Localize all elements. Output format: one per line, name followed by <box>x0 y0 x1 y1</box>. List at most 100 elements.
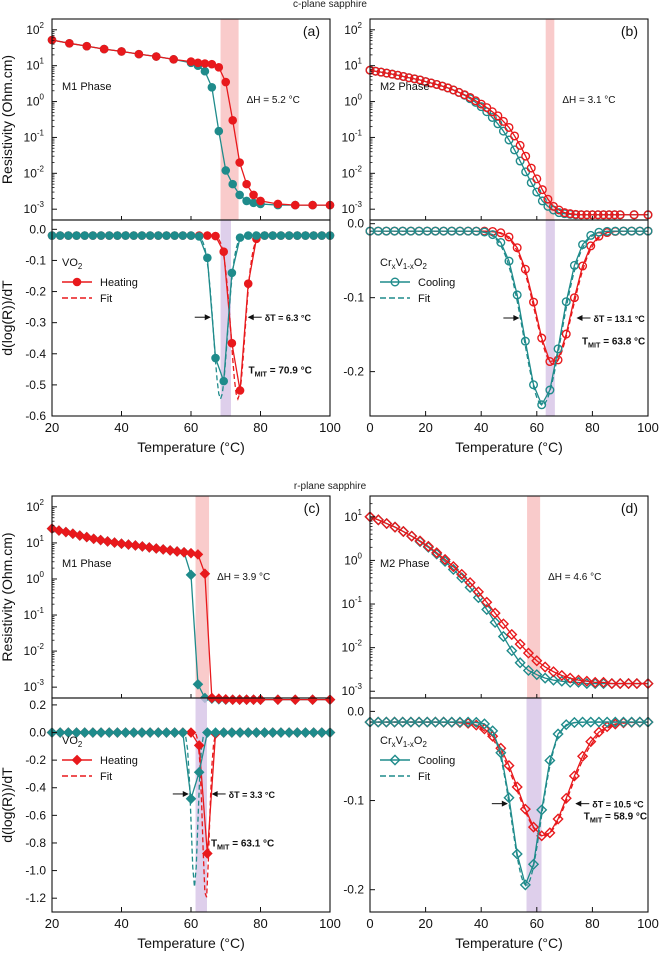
point-heating-b-26 <box>510 131 520 141</box>
material-label-b-part-1: x <box>392 262 396 271</box>
material-label-d-part-0: Cr <box>380 735 392 747</box>
ytick-label-top-c-4-exp: 1 <box>40 534 45 543</box>
ylabel-bottom-a: d(log(R))/dT <box>0 280 15 356</box>
panel-label-c: (c) <box>304 500 320 516</box>
deriv-point-cooling-c-23 <box>234 727 246 738</box>
ytick-label-top-a-2-exp: -1 <box>37 128 45 137</box>
deriv-point-heating-a-22 <box>227 338 237 348</box>
ytick-label-top-a-5-base: 10 <box>26 23 40 37</box>
point-heating-c-10 <box>116 538 127 550</box>
deriv-point-cooling-c-28 <box>275 727 287 738</box>
point-heating-b-36 <box>565 209 575 219</box>
point-cooling-a-13 <box>221 166 231 175</box>
point-heating-c-24 <box>213 693 225 704</box>
deriv-point-cooling-d-20 <box>527 858 540 870</box>
xtick-label-a-0: 20 <box>45 420 59 435</box>
ytick-label-bottom-b-2: -0.2 <box>343 365 364 379</box>
deriv-point-cooling-a-27 <box>268 231 278 240</box>
tmit-annotation-b: TMIT = 63.8 °C <box>582 336 645 349</box>
ytick-label-bottom-a-1: -0.1 <box>25 253 46 267</box>
ytick-label-top-b-2-exp: -1 <box>355 128 363 137</box>
point-heating-b-29 <box>526 163 536 173</box>
point-heating-a-3 <box>99 44 109 54</box>
deriv-point-cooling-d-8 <box>429 716 442 728</box>
legend-label-heating-c: Heating <box>100 755 138 767</box>
deriv-point-cooling-c-22 <box>226 727 238 738</box>
deriv-point-cooling-c-24 <box>242 727 254 738</box>
dT-arrowhead-right-b <box>576 315 583 321</box>
deriv-point-heating-d-22 <box>544 827 556 839</box>
point-heating-d-32 <box>631 677 643 690</box>
ytick-label-top-d-2: 10-1 <box>342 595 363 611</box>
ytick-label-bottom-c-6: -1.0 <box>25 864 46 878</box>
deriv-point-cooling-c-4 <box>79 727 91 738</box>
point-heating-c-32 <box>289 694 301 705</box>
point-heating-b-13 <box>437 81 447 91</box>
legend-marker-cooling-d <box>389 754 401 766</box>
xtick-label-c-1: 40 <box>114 916 128 931</box>
dT-arrowhead-left-b <box>513 315 520 321</box>
deriv-point-cooling-a-9 <box>121 231 130 240</box>
deriv-point-cooling-c-14 <box>161 727 172 738</box>
point-heating-d-20 <box>531 655 543 667</box>
xtick-label-d-5: 100 <box>637 916 659 931</box>
xtick-label-d-2: 40 <box>474 916 488 931</box>
ytick-label-top-d-3-exp: 0 <box>358 551 363 560</box>
ytick-label-top-c-5-base: 10 <box>26 500 40 514</box>
ytick-label-top-a-5-exp: 2 <box>40 21 45 30</box>
deriv-point-cooling-d-16 <box>495 747 507 759</box>
ytick-label-top-b-3: 100 <box>344 93 362 109</box>
ytick-label-top-b-5: 102 <box>344 21 362 37</box>
deriv-point-cooling-d-6 <box>413 716 425 728</box>
dT-band-d <box>526 698 542 912</box>
ytick-label-bottom-a-3: -0.3 <box>25 316 46 330</box>
deriv-point-cooling-d-22 <box>544 754 556 767</box>
deriv-point-cooling-a-7 <box>104 231 114 240</box>
ytick-label-top-c-3: 100 <box>26 570 44 586</box>
xtick-label-c-0: 20 <box>45 916 59 931</box>
point-heating-b-39 <box>582 210 592 220</box>
point-heating-b-32 <box>543 194 553 204</box>
ytick-label-top-c-5-exp: 2 <box>40 498 45 507</box>
tmit-annotation-d-part-0: T <box>584 812 590 823</box>
point-heating-b-3 <box>382 68 392 78</box>
xtick-label-a-1: 40 <box>114 420 128 435</box>
deriv-point-cooling-d-29 <box>601 716 613 728</box>
point-heating-c-33 <box>307 694 318 705</box>
point-heating-b-37 <box>571 209 581 219</box>
legend-marker-cooling-b <box>390 277 400 287</box>
point-heating-b-9 <box>415 75 425 85</box>
deriv-point-heating-b-25 <box>569 293 579 303</box>
point-heating-b-45 <box>615 210 625 220</box>
point-heating-b-8 <box>409 74 419 84</box>
deriv-point-heating-c-18 <box>193 740 205 751</box>
xtick-label-b-3: 60 <box>530 420 544 435</box>
xtick-label-b-0: 0 <box>366 420 373 435</box>
point-heating-d-4 <box>397 525 409 538</box>
ytick-label-top-a-0: 10-3 <box>24 200 45 216</box>
deriv-point-cooling-a-1 <box>55 231 65 240</box>
ytick-label-top-b-0: 10-3 <box>342 200 363 216</box>
deriv-line-cooling-c <box>52 731 330 799</box>
tmit-annotation-a-part-1: MIT <box>255 369 268 378</box>
dH-annotation-a: ΔH = 5.2 °C <box>247 95 300 106</box>
ytick-label-bottom-c-1: 0.0 <box>29 726 46 740</box>
deriv-point-heating-d-25 <box>568 770 581 782</box>
ytick-label-top-b-5-exp: 2 <box>358 21 363 30</box>
deriv-point-heating-d-20 <box>527 821 540 833</box>
series-line-heating-d <box>369 516 648 685</box>
deriv-line-cooling-a <box>52 234 330 382</box>
ytick-label-top-d-3: 100 <box>344 551 362 567</box>
ytick-label-top-c-4-base: 10 <box>26 536 40 550</box>
deriv-point-heating-a-19 <box>203 231 212 240</box>
deriv-point-cooling-d-27 <box>585 716 597 728</box>
point-heating-c-1 <box>53 525 65 536</box>
deriv-point-cooling-d-26 <box>576 716 589 728</box>
deriv-point-cooling-d-12 <box>462 716 474 728</box>
material-label-b: CrxV1-xO2 <box>380 257 427 271</box>
deriv-point-heating-d-14 <box>478 723 491 735</box>
material-label-a: VO2 <box>62 257 82 271</box>
deriv-point-heating-b-24 <box>561 329 571 339</box>
ytick-label-top-d-0-exp: -3 <box>355 682 363 691</box>
